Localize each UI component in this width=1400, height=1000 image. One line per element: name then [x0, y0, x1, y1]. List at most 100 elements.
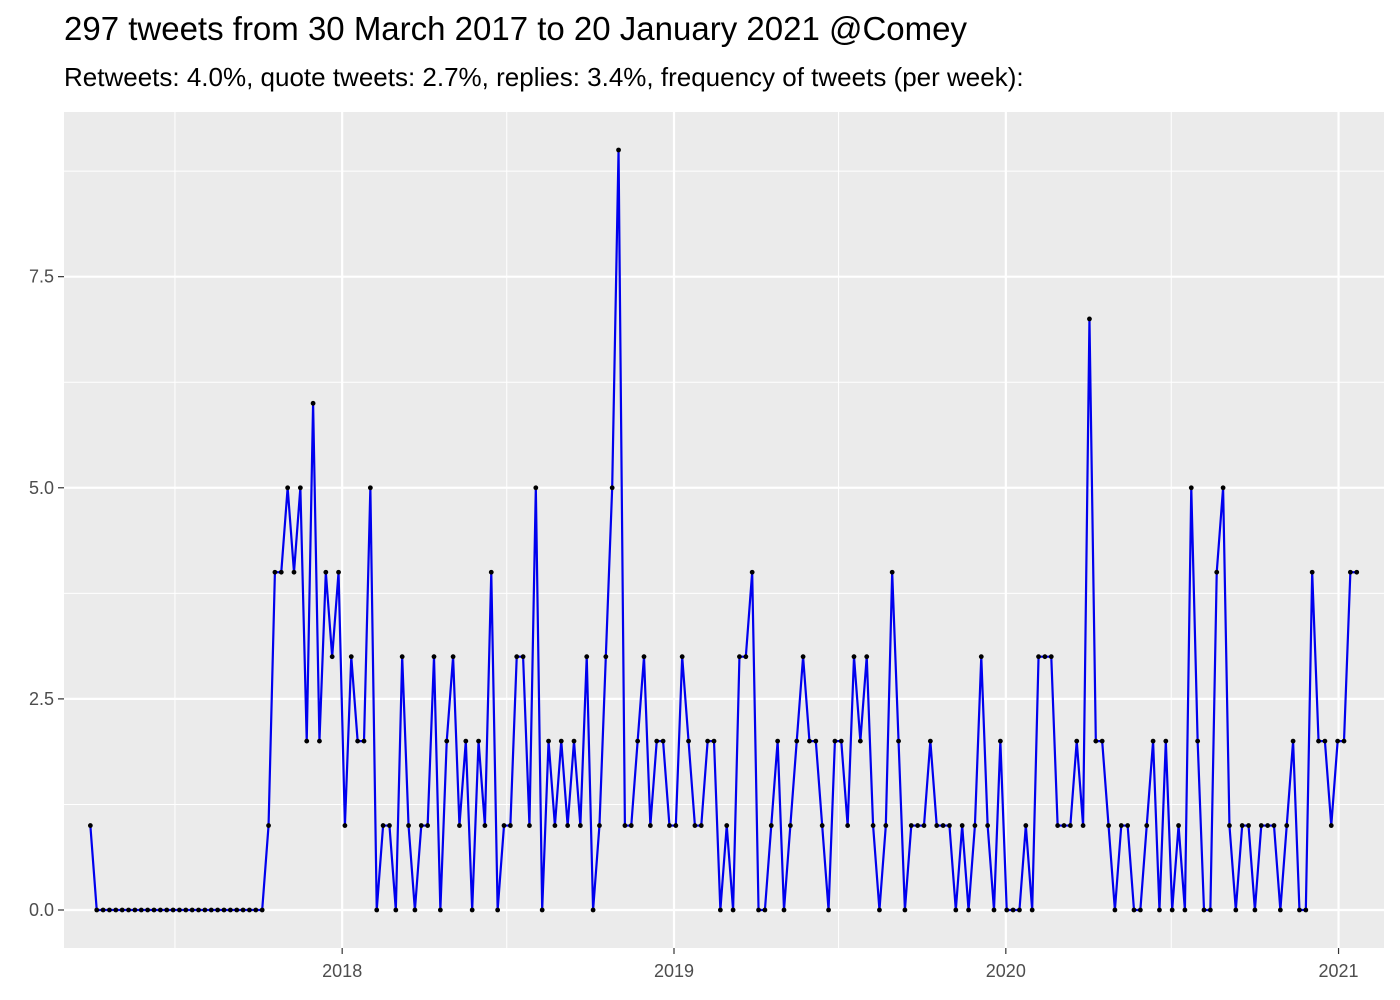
data-point — [304, 738, 310, 744]
data-point — [221, 907, 227, 913]
data-point — [737, 654, 742, 660]
data-point — [94, 907, 100, 913]
data-point — [603, 654, 609, 660]
data-point — [1265, 823, 1271, 828]
data-point — [997, 738, 1003, 744]
data-point — [571, 738, 577, 744]
data-point — [406, 823, 411, 828]
data-point — [584, 654, 590, 660]
data-point — [1055, 823, 1061, 828]
data-point — [189, 907, 195, 913]
data-point — [597, 823, 602, 828]
data-point — [838, 738, 844, 744]
data-point — [775, 738, 781, 744]
data-point — [1271, 823, 1277, 828]
data-point — [1125, 823, 1131, 828]
data-point — [1227, 823, 1232, 828]
data-point — [520, 654, 526, 660]
data-point — [800, 654, 806, 660]
data-point — [285, 485, 291, 491]
data-point — [864, 654, 870, 660]
data-point — [374, 907, 380, 913]
data-point — [183, 907, 189, 913]
data-point — [126, 907, 131, 913]
data-point — [635, 738, 641, 744]
chart-title: 297 tweets from 30 March 2017 to 20 Janu… — [64, 10, 967, 47]
data-point — [488, 569, 494, 575]
data-point — [819, 823, 825, 828]
data-point — [787, 823, 793, 828]
data-point — [927, 738, 933, 744]
data-point — [240, 907, 246, 913]
data-point — [1277, 907, 1283, 913]
data-point — [991, 907, 997, 913]
data-point — [259, 907, 265, 913]
major-gridlines — [64, 112, 1384, 948]
data-point — [208, 907, 214, 913]
data-point — [705, 738, 711, 744]
data-point — [794, 738, 800, 744]
x-axis: 2018 2019 2020 2021 — [322, 948, 1359, 981]
data-point — [253, 907, 259, 913]
data-point — [1093, 738, 1099, 744]
data-point — [164, 907, 170, 913]
data-point — [673, 823, 679, 828]
data-point — [1118, 823, 1124, 828]
data-point — [1309, 569, 1315, 575]
data-point — [692, 823, 698, 828]
data-point — [272, 569, 278, 575]
x-tick-label: 2019 — [654, 961, 694, 981]
data-point — [857, 738, 863, 744]
data-point — [1284, 823, 1290, 828]
y-tick-label: 5.0 — [29, 478, 54, 498]
data-point — [266, 823, 271, 828]
data-point — [399, 654, 405, 660]
data-point — [762, 907, 768, 913]
data-point — [310, 400, 316, 406]
data-point — [444, 738, 450, 744]
data-point — [902, 907, 908, 913]
data-point — [348, 654, 354, 660]
data-point — [450, 654, 456, 660]
data-point — [966, 907, 971, 913]
data-point — [756, 907, 761, 913]
data-point — [908, 823, 914, 828]
data-point — [1169, 907, 1175, 913]
y-tick-label: 7.5 — [29, 267, 54, 287]
data-point — [915, 823, 921, 828]
data-point — [1106, 823, 1111, 828]
data-point — [177, 907, 182, 913]
data-point — [1239, 823, 1245, 828]
data-point — [1144, 823, 1150, 828]
data-point — [711, 738, 717, 744]
data-point — [546, 738, 551, 744]
x-tick-label: 2021 — [1319, 961, 1359, 981]
x-tick-label: 2020 — [986, 961, 1026, 981]
data-point — [1214, 569, 1220, 575]
data-point — [730, 907, 736, 913]
data-point — [1080, 823, 1086, 828]
data-point — [686, 738, 691, 744]
data-point — [196, 907, 201, 913]
data-point — [1176, 823, 1181, 828]
data-point — [457, 823, 462, 828]
data-point — [1328, 823, 1334, 828]
data-point — [832, 738, 838, 744]
data-point — [698, 823, 704, 828]
data-point — [145, 907, 151, 913]
data-point — [514, 654, 520, 660]
data-point — [1131, 907, 1137, 913]
data-point — [431, 654, 437, 660]
data-point — [1067, 823, 1073, 828]
chart-subtitle: Retweets: 4.0%, quote tweets: 2.7%, repl… — [64, 62, 1024, 92]
data-point — [590, 907, 596, 913]
data-point — [717, 907, 723, 913]
data-point — [622, 823, 628, 828]
data-point — [1316, 738, 1321, 744]
points-layer — [87, 147, 1360, 913]
y-tick-label: 2.5 — [29, 689, 54, 709]
data-point — [978, 654, 984, 660]
x-tick-label: 2018 — [322, 961, 362, 981]
data-point — [1341, 738, 1347, 744]
